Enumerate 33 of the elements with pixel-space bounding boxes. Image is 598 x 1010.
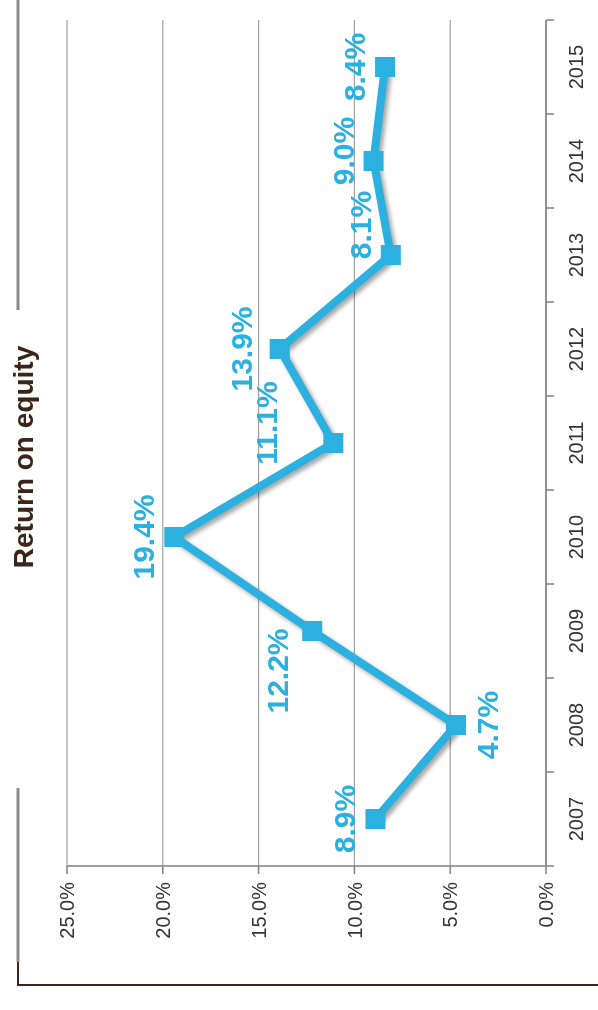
data-label: 13.9% [224,306,258,392]
point [302,621,323,641]
data-label: 8.4% [338,32,372,102]
y-tick-label: 2013 [565,232,587,278]
y-tick-label: 2008 [565,702,587,748]
x-tick-label: 10.0% [343,881,366,939]
data-label: 9.0% [326,116,360,186]
y-tick-label: 2010 [565,514,587,560]
y-tick-label: 2015 [565,44,587,90]
x-tick-label: 20.0% [151,881,174,939]
y-tick-label: 2009 [565,608,587,654]
data-label: 8.9% [328,784,362,854]
x-tick-label: 0.0% [535,881,558,928]
data-label: 12.2% [261,628,295,714]
text: Return on equity [8,345,39,569]
point [269,339,290,359]
y-tick-label: 2007 [565,796,587,842]
y-tick-label: 2011 [565,421,587,465]
point [363,151,384,171]
x-tick-label: 15.0% [247,881,270,939]
point [380,245,401,265]
y-tick-label: 2014 [565,138,587,184]
point [445,715,466,735]
y-tick-label: 2012 [565,326,587,372]
data-label: 8.1% [343,190,377,260]
point [164,527,185,547]
data-label: 4.7% [470,690,504,760]
x-tick-label: 25.0% [56,881,79,939]
point [323,433,344,453]
data-label: 19.4% [127,494,161,580]
point [365,809,386,829]
point [375,57,396,77]
x-tick-label: 5.0% [439,881,462,928]
